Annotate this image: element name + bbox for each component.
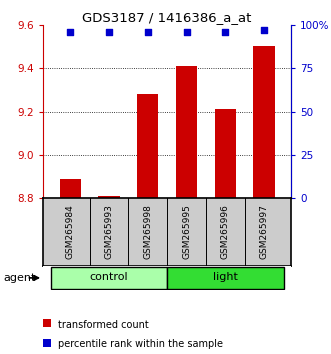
Point xyxy=(68,29,73,35)
Bar xyxy=(51,267,167,289)
Text: GSM265998: GSM265998 xyxy=(143,204,152,259)
Bar xyxy=(137,94,159,198)
Text: GSM265997: GSM265997 xyxy=(260,204,269,259)
Point xyxy=(223,29,228,35)
Text: agent: agent xyxy=(3,273,36,283)
Bar xyxy=(167,267,284,289)
Text: GSM265984: GSM265984 xyxy=(66,205,75,259)
Bar xyxy=(176,66,197,198)
Bar xyxy=(60,179,81,198)
Bar xyxy=(98,196,119,198)
Text: GSM265996: GSM265996 xyxy=(221,204,230,259)
Text: GSM265995: GSM265995 xyxy=(182,204,191,259)
Bar xyxy=(215,109,236,198)
Title: GDS3187 / 1416386_a_at: GDS3187 / 1416386_a_at xyxy=(82,11,252,24)
Point xyxy=(145,29,150,35)
Text: control: control xyxy=(90,272,128,282)
Text: light: light xyxy=(213,272,238,282)
Text: transformed count: transformed count xyxy=(58,320,149,330)
Point xyxy=(184,29,189,35)
Point xyxy=(106,29,112,35)
Text: percentile rank within the sample: percentile rank within the sample xyxy=(58,339,223,349)
Text: GSM265993: GSM265993 xyxy=(105,204,114,259)
Bar xyxy=(254,46,275,198)
Point xyxy=(261,27,267,33)
